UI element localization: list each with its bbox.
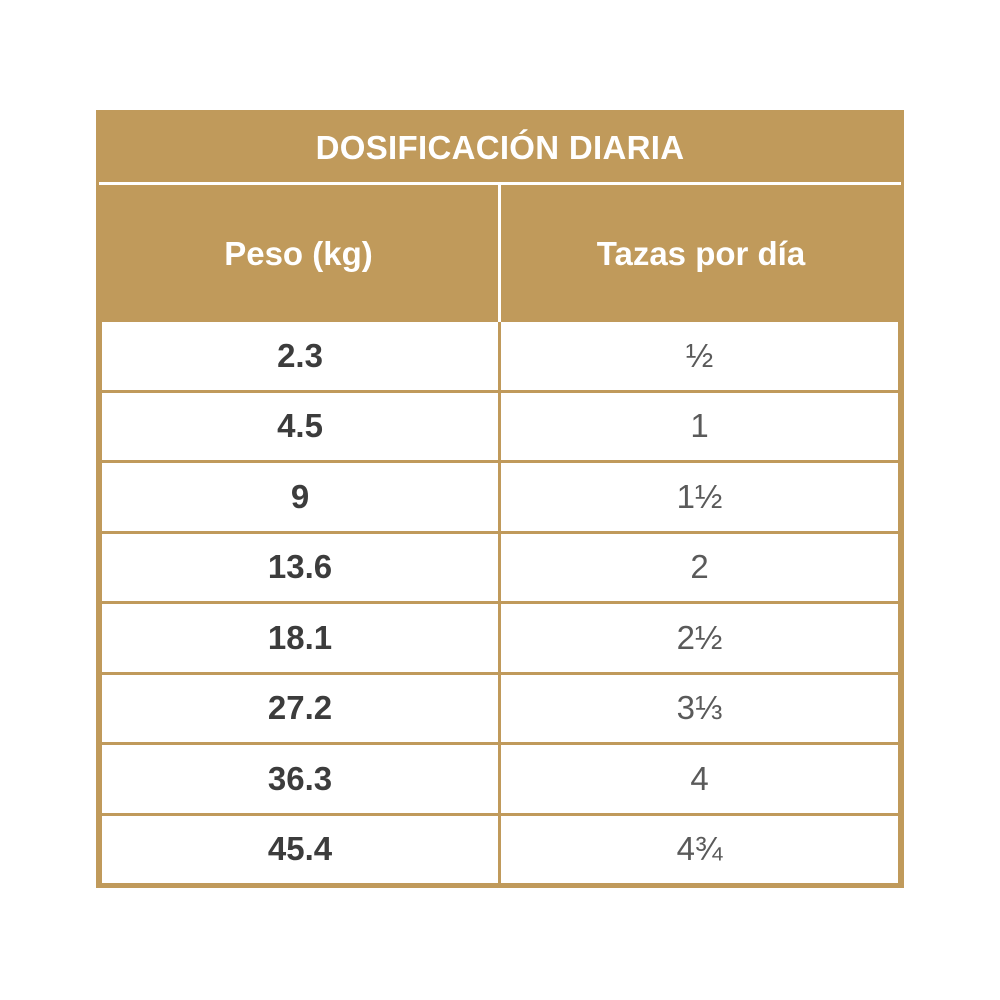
title-divider xyxy=(99,182,901,185)
header-cups: Tazas por día xyxy=(501,185,901,322)
table-title: DOSIFICACIÓN DIARIA xyxy=(99,113,901,182)
table-body: 2.3 ½ 4.5 1 9 1½ 13.6 2 18.1 2½ 27.2 3⅓ xyxy=(99,322,901,883)
weight-cell: 36.3 xyxy=(102,745,498,813)
weight-cell: 18.1 xyxy=(102,604,498,672)
cups-cell: 3⅓ xyxy=(501,674,898,742)
table-row: 27.2 3⅓ xyxy=(99,674,901,742)
cups-cell: 4 xyxy=(501,745,898,813)
table-row: 18.1 2½ xyxy=(99,604,901,672)
table-row: 45.4 4¾ xyxy=(99,815,901,883)
weight-cell: 4.5 xyxy=(102,392,498,460)
dosage-table: DOSIFICACIÓN DIARIA Peso (kg) Tazas por … xyxy=(96,110,904,888)
cups-cell: 1 xyxy=(501,392,898,460)
table-row: 4.5 1 xyxy=(99,392,901,460)
weight-cell: 27.2 xyxy=(102,674,498,742)
table-row: 2.3 ½ xyxy=(99,322,901,390)
weight-cell: 9 xyxy=(102,463,498,531)
cups-cell: 4¾ xyxy=(501,815,898,883)
weight-cell: 45.4 xyxy=(102,815,498,883)
cups-cell: 2½ xyxy=(501,604,898,672)
table-row: 13.6 2 xyxy=(99,533,901,601)
header-weight: Peso (kg) xyxy=(99,185,498,322)
table-row: 9 1½ xyxy=(99,463,901,531)
cups-cell: 1½ xyxy=(501,463,898,531)
header-divider xyxy=(498,185,501,322)
cups-cell: ½ xyxy=(501,322,898,390)
table-row: 36.3 4 xyxy=(99,745,901,813)
cups-cell: 2 xyxy=(501,533,898,601)
weight-cell: 2.3 xyxy=(102,322,498,390)
weight-cell: 13.6 xyxy=(102,533,498,601)
